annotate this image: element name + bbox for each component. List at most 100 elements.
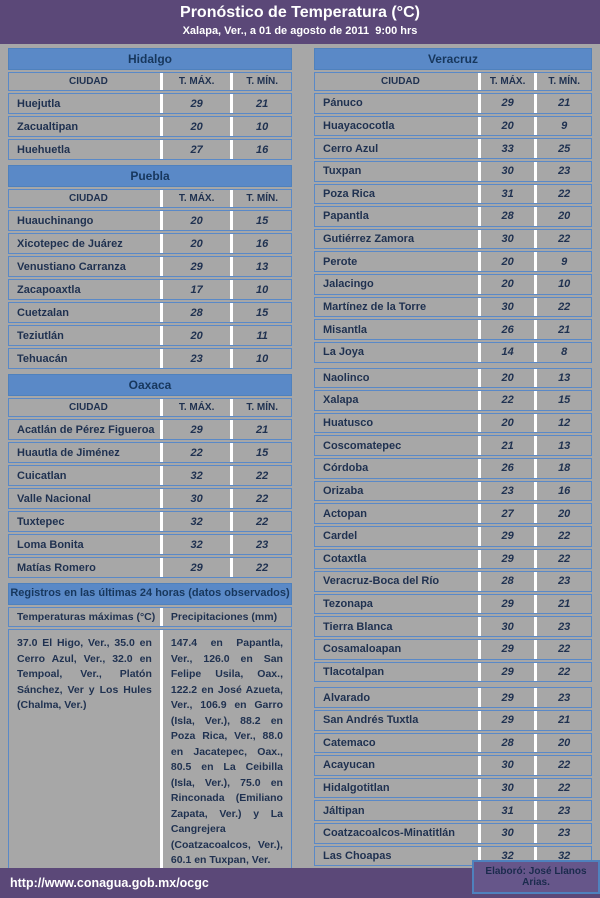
tmax-cell: 14 <box>477 342 535 362</box>
tmin-cell: 15 <box>230 443 291 462</box>
table-row: Huehuetla 27 16 <box>8 139 292 160</box>
table-row: Tlacotalpan 29 22 <box>314 661 592 683</box>
tmax-cell: 20 <box>477 368 535 388</box>
table-row: Coscomatepec 21 13 <box>314 435 592 456</box>
tmin-cell: 21 <box>534 320 591 339</box>
state-table-puebla: Puebla CIUDAD T. MÁX. T. MÍN. Huauchinango 20… <box>8 165 292 369</box>
tmax-cell: 31 <box>477 801 535 820</box>
table-row: Veracruz-Boca del Río 28 23 <box>314 571 592 592</box>
table-header-row: CIUDAD T. MÁX. T. MÍN. <box>8 189 292 208</box>
table-row: Huautla de Jiménez 22 15 <box>8 442 292 463</box>
footer-url: http://www.conagua.gob.mx/ocgc <box>10 876 209 890</box>
tmin-cell: 22 <box>534 229 591 249</box>
tmin-cell: 13 <box>230 257 291 276</box>
city-cell: Huayacocotla <box>323 119 395 132</box>
observations-title: Registros en las últimas 24 horas (datos… <box>8 583 292 605</box>
tmin-cell: 23 <box>534 688 591 707</box>
city-cell: Catemaco <box>323 736 376 749</box>
tmin-cell: 22 <box>230 466 291 485</box>
city-cell: Xicotepec de Juárez <box>17 237 123 250</box>
table-row: Gutiérrez Zamora 30 22 <box>314 228 592 250</box>
table-row: Jalacingo 20 10 <box>314 274 592 295</box>
table-row: Cerro Azul 33 25 <box>314 138 592 159</box>
table-row: Cuetzalan 28 15 <box>8 302 292 323</box>
tmin-cell: 22 <box>230 558 291 577</box>
tmax-cell: 30 <box>477 297 535 317</box>
table-row: Tuxpan 30 23 <box>314 160 592 182</box>
tmax-cell: 22 <box>159 443 231 462</box>
tmax-cell: 28 <box>477 207 535 226</box>
state-title: Veracruz <box>314 48 592 70</box>
tmin-cell: 23 <box>534 572 591 591</box>
state-table-oaxaca: Oaxaca CIUDAD T. MÁX. T. MÍN. Acatlán de Pér… <box>8 374 292 578</box>
tmax-cell: 29 <box>477 710 535 730</box>
tmax-cell: 23 <box>159 349 231 368</box>
city-cell: Poza Rica <box>323 187 375 200</box>
city-cell: Zacualtipan <box>17 120 79 133</box>
table-row: Poza Rica 31 22 <box>314 183 592 205</box>
tmin-cell: 15 <box>230 211 291 230</box>
table-row: Cotaxtla 29 22 <box>314 548 592 570</box>
tmax-cell: 32 <box>159 512 231 531</box>
city-cell: Tuxpan <box>323 165 362 178</box>
tmax-cell: 28 <box>477 572 535 591</box>
tmin-cell: 25 <box>534 139 591 158</box>
city-cell: Venustiano Carranza <box>17 260 126 273</box>
city-cell: Cuicatlan <box>17 469 67 482</box>
tmax-column-header: T. MÁX. <box>477 73 535 90</box>
tmin-cell: 10 <box>230 117 291 136</box>
table-row: Huejutla 29 21 <box>8 93 292 114</box>
tmin-cell: 21 <box>534 94 591 113</box>
state-table-hidalgo: Hidalgo CIUDAD T. MÁX. T. MÍN. Huejutla 29 21 Z… <box>8 48 292 160</box>
table-row: Zacapoaxtla 17 10 <box>8 279 292 300</box>
tmin-cell: 21 <box>230 420 291 439</box>
table-row: Perote 20 9 <box>314 251 592 272</box>
city-cell: La Joya <box>323 346 364 359</box>
tmax-cell: 32 <box>477 846 535 866</box>
table-row: Orizaba 23 16 <box>314 480 592 502</box>
tmax-cell: 29 <box>477 549 535 569</box>
tmin-cell: 32 <box>534 846 591 866</box>
table-row: Xicotepec de Juárez 20 16 <box>8 233 292 254</box>
table-row: Matías Romero 29 22 <box>8 557 292 578</box>
tmax-cell: 30 <box>477 778 535 798</box>
tmax-cell: 30 <box>477 756 535 775</box>
tmax-cell: 20 <box>477 413 535 433</box>
table-row: Huayacocotla 20 9 <box>314 115 592 137</box>
city-cell: Tuxtepec <box>17 515 65 528</box>
observations-body: 37.0 El Higo, Ver., 35.0 en Cerro Azul, … <box>8 629 292 876</box>
tmin-cell: 11 <box>230 326 291 345</box>
tmax-cell: 29 <box>159 558 231 577</box>
table-row: Actopan 27 20 <box>314 503 592 524</box>
tmax-cell: 29 <box>159 257 231 276</box>
table-row: Cardel 29 22 <box>314 525 592 547</box>
tmax-cell: 29 <box>477 640 535 659</box>
tmin-column-header: T. MÍN. <box>230 399 291 416</box>
tmax-cell: 21 <box>477 436 535 455</box>
city-cell: Hidalgotitlan <box>323 782 390 795</box>
tmin-cell: 13 <box>534 368 591 388</box>
city-cell: Cotaxtla <box>323 552 367 565</box>
tmax-cell: 20 <box>477 275 535 294</box>
tmin-cell: 23 <box>534 161 591 181</box>
state-title: Hidalgo <box>8 48 292 70</box>
table-header-row: CIUDAD T. MÁX. T. MÍN. <box>8 398 292 417</box>
tmax-cell: 30 <box>159 489 231 508</box>
city-cell: Cardel <box>323 530 358 543</box>
tmax-cell: 30 <box>477 617 535 636</box>
tmax-cell: 29 <box>477 94 535 113</box>
city-cell: San Andrés Tuxtla <box>323 714 419 727</box>
table-row: Naolinco 20 13 <box>314 367 592 389</box>
city-cell: Misantla <box>323 323 368 336</box>
precipitation-text: 147.4 en Papantla, Ver., 126.0 en San Fe… <box>159 630 291 875</box>
city-cell: Zacapoaxtla <box>17 283 81 296</box>
table-row: Coatzacoalcos-Minatitlán 30 23 <box>314 823 592 844</box>
table-row: Huauchinango 20 15 <box>8 210 292 231</box>
city-cell: Xalapa <box>323 394 359 407</box>
tmax-cell: 20 <box>159 326 231 345</box>
table-row: Martínez de la Torre 30 22 <box>314 296 592 318</box>
tmin-cell: 22 <box>534 549 591 569</box>
tmin-cell: 22 <box>534 526 591 546</box>
tmin-cell: 22 <box>230 512 291 531</box>
